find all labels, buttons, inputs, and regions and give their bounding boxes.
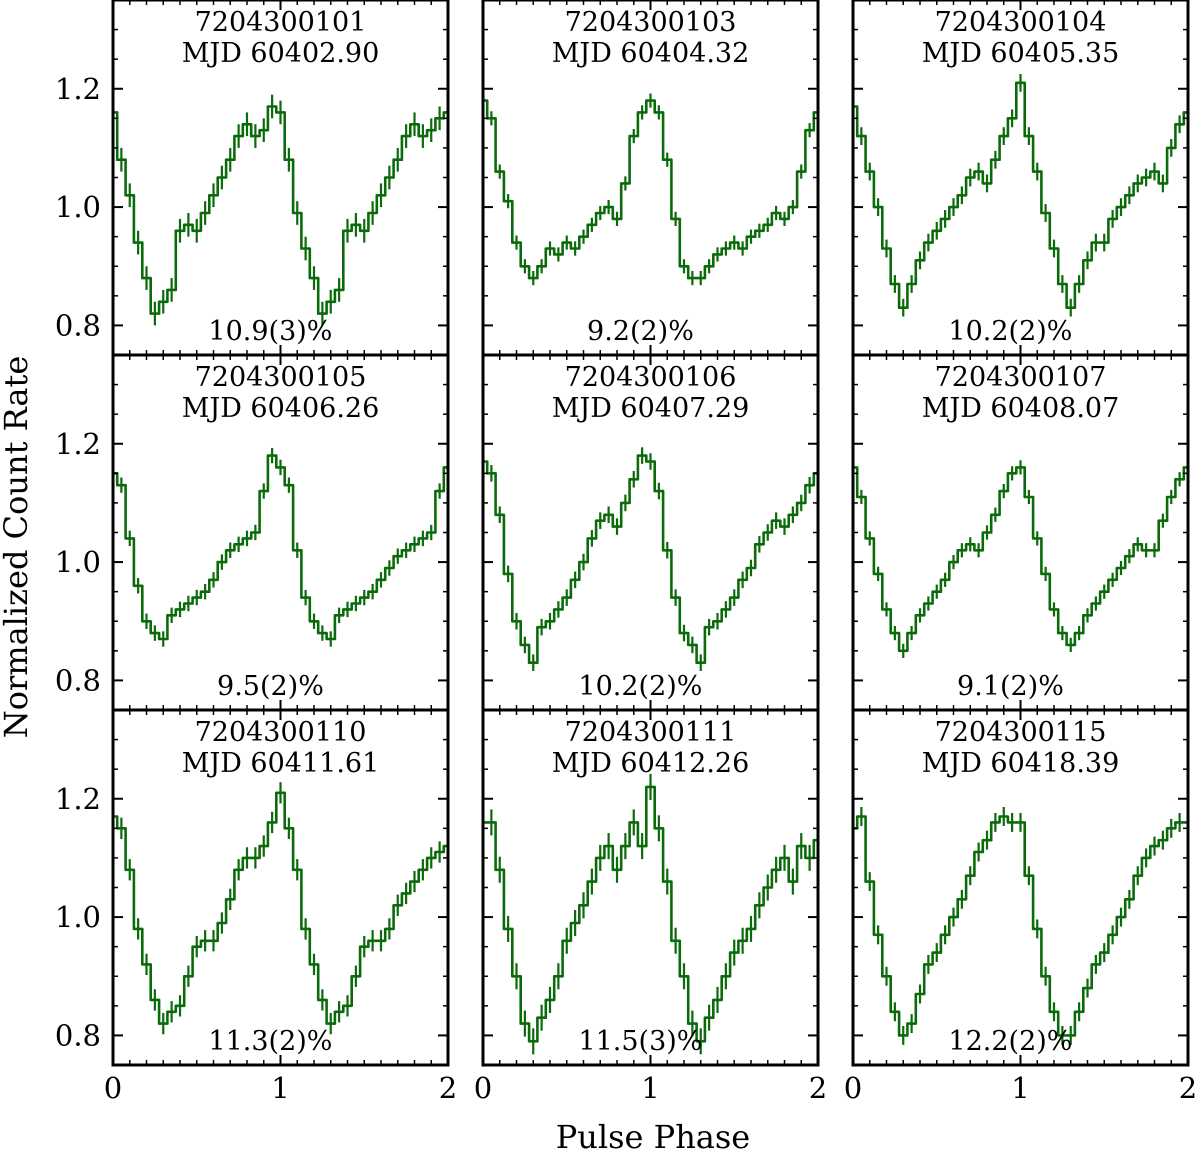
x-tick-label: 0 (474, 1071, 492, 1105)
y-tick-label: 0.8 (55, 663, 101, 697)
x-tick-label: 0 (844, 1071, 862, 1105)
pulsed-fraction-label: 10.2(2)% (948, 316, 1072, 347)
x-tick-label: 1 (271, 1071, 289, 1105)
y-tick-label: 1.0 (55, 190, 101, 224)
pulse-profile-curve (483, 99, 818, 280)
y-tick-label: 1.2 (55, 72, 101, 106)
x-tick-label: 2 (809, 1071, 827, 1105)
panel-obsid: 7204300103 (565, 7, 737, 38)
pulsed-fraction-label: 10.9(3)% (208, 316, 332, 347)
panel-mjd: MJD 60412.26 (552, 748, 750, 779)
pulse-profile-curve (853, 81, 1188, 309)
panel-mjd: MJD 60408.07 (922, 393, 1120, 424)
y-tick-label: 1.2 (55, 427, 101, 461)
panel-obsid: 7204300101 (195, 7, 367, 38)
panel-obsid: 7204300107 (935, 362, 1107, 393)
pulsed-fraction-label: 9.2(2)% (587, 316, 694, 347)
x-tick-label: 2 (1179, 1071, 1197, 1105)
y-tick-label: 1.2 (55, 782, 101, 816)
panel-mjd: MJD 60407.29 (552, 393, 750, 424)
panel-mjd: MJD 60406.26 (182, 393, 380, 424)
x-tick-label: 2 (439, 1071, 457, 1105)
pulsed-fraction-label: 9.5(2)% (217, 671, 324, 702)
pulsed-fraction-label: 11.3(2)% (208, 1026, 332, 1057)
y-axis-title: Normalized Count Rate (0, 356, 35, 739)
y-tick-label: 0.8 (55, 1018, 101, 1052)
pulse-profile-curve (113, 791, 448, 1025)
panel-mjd: MJD 60402.90 (182, 38, 380, 69)
pulsed-fraction-label: 11.5(3)% (578, 1026, 702, 1057)
x-tick-label: 1 (641, 1071, 659, 1105)
pulse-profile-curve (113, 105, 448, 315)
pulsed-fraction-label: 12.2(2)% (948, 1026, 1072, 1057)
pulse-profile-curve (853, 466, 1188, 653)
pulse-profile-curve (113, 454, 448, 641)
pulse-profile-curve (483, 785, 818, 1043)
panel-obsid: 7204300104 (935, 7, 1107, 38)
pulse-profile-curve (853, 815, 1188, 1037)
panel-mjd: MJD 60405.35 (922, 38, 1120, 69)
panel-obsid: 7204300115 (935, 717, 1107, 748)
panel-obsid: 7204300106 (565, 362, 737, 393)
x-tick-label: 1 (1011, 1071, 1029, 1105)
panel-mjd: MJD 60404.32 (552, 38, 750, 69)
panel-mjd: MJD 60418.39 (922, 748, 1120, 779)
panel-mjd: MJD 60411.61 (182, 748, 380, 779)
pulsed-fraction-label: 10.2(2)% (578, 671, 702, 702)
panel-obsid: 7204300105 (195, 362, 367, 393)
panel-obsid: 7204300111 (565, 717, 737, 748)
pulse-profile-curve (483, 454, 818, 664)
panel-obsid: 7204300110 (195, 717, 367, 748)
pulsed-fraction-label: 9.1(2)% (957, 671, 1064, 702)
y-tick-label: 1.0 (55, 545, 101, 579)
y-tick-label: 1.0 (55, 900, 101, 934)
x-axis-title: Pulse Phase (556, 1118, 750, 1152)
y-tick-label: 0.8 (55, 308, 101, 342)
x-tick-label: 0 (104, 1071, 122, 1105)
